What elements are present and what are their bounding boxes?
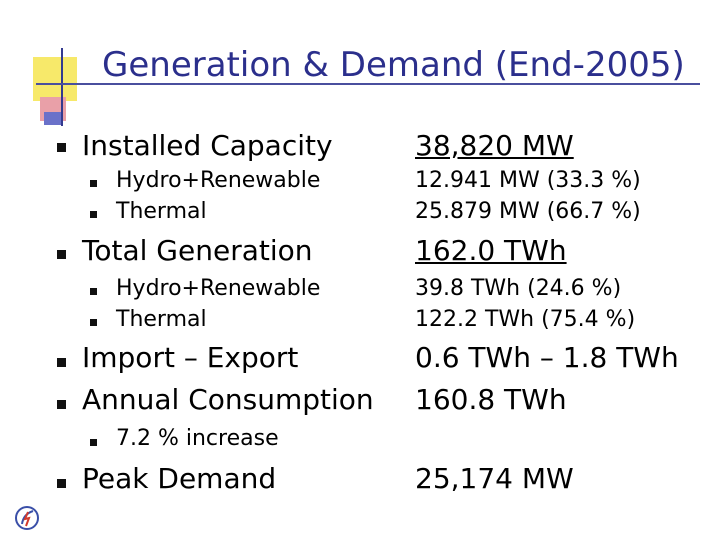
row-label: Hydro+Renewable — [116, 168, 321, 193]
row-value: 39.8 TWh (24.6 %) — [415, 276, 622, 301]
title-underline — [36, 83, 700, 85]
slide-title: Generation & Demand (End-2005) — [102, 45, 685, 85]
row-label: Thermal — [116, 307, 207, 332]
row-value: 25.879 MW (66.7 %) — [415, 199, 641, 224]
row-value: 25,174 MW — [415, 462, 574, 495]
decorative-blue-square — [44, 112, 62, 125]
row-label: Annual Consumption — [82, 383, 374, 416]
sub-bullet-icon — [90, 211, 97, 218]
decorative-yellow-square — [33, 57, 77, 101]
sub-bullet-icon — [90, 439, 97, 446]
bullet-icon — [57, 143, 66, 152]
bullet-icon — [57, 358, 66, 367]
bullet-icon — [57, 479, 66, 488]
row-label: Import – Export — [82, 341, 299, 374]
row-label: Installed Capacity — [82, 129, 333, 162]
sub-bullet-icon — [90, 319, 97, 326]
sub-bullet-icon — [90, 288, 97, 295]
bullet-icon — [57, 250, 66, 259]
row-value: 122.2 TWh (75.4 %) — [415, 307, 636, 332]
row-label: Total Generation — [82, 234, 313, 267]
row-value: 12.941 MW (33.3 %) — [415, 168, 641, 193]
row-label: Hydro+Renewable — [116, 276, 321, 301]
row-value: 162.0 TWh — [415, 234, 567, 267]
row-value: 160.8 TWh — [415, 383, 567, 416]
company-logo-icon — [15, 506, 39, 530]
row-value: 38,820 MW — [415, 129, 574, 162]
sub-bullet-icon — [90, 180, 97, 187]
row-label: Thermal — [116, 199, 207, 224]
row-value: 0.6 TWh – 1.8 TWh — [415, 341, 679, 374]
row-label: Peak Demand — [82, 462, 277, 495]
decorative-vertical-line — [61, 48, 63, 126]
bullet-icon — [57, 400, 66, 409]
row-label: 7.2 % increase — [116, 426, 279, 451]
